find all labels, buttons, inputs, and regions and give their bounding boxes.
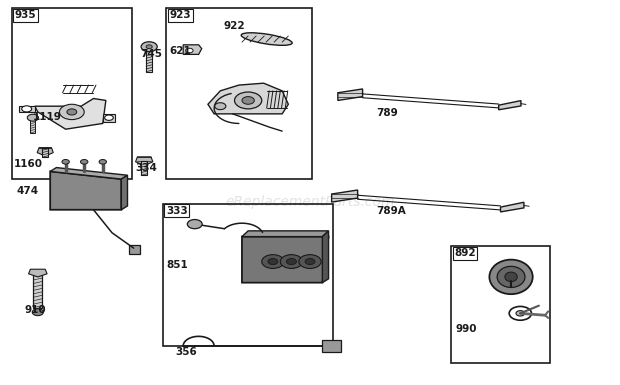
Polygon shape — [103, 114, 115, 122]
Text: 851: 851 — [167, 260, 188, 270]
Ellipse shape — [497, 266, 525, 288]
Polygon shape — [122, 175, 128, 210]
Text: eReplacementParts.com: eReplacementParts.com — [225, 195, 395, 209]
Circle shape — [299, 254, 321, 268]
Circle shape — [67, 109, 77, 115]
Text: 1160: 1160 — [14, 159, 43, 169]
Text: 474: 474 — [16, 186, 38, 196]
Text: 910: 910 — [24, 305, 46, 315]
Text: 789A: 789A — [376, 206, 406, 216]
Circle shape — [262, 254, 284, 268]
Circle shape — [32, 309, 43, 316]
Bar — [146, 50, 153, 72]
Bar — [30, 118, 35, 133]
Ellipse shape — [241, 33, 292, 45]
Bar — [12, 8, 133, 179]
Text: 745: 745 — [141, 49, 162, 59]
Circle shape — [234, 92, 262, 109]
Polygon shape — [19, 106, 35, 112]
Polygon shape — [35, 99, 106, 129]
Polygon shape — [242, 237, 329, 283]
Text: 935: 935 — [15, 10, 37, 20]
Text: 789: 789 — [376, 108, 398, 118]
Ellipse shape — [489, 259, 533, 294]
Circle shape — [242, 97, 254, 104]
Polygon shape — [332, 190, 358, 202]
Bar — [451, 246, 550, 363]
Polygon shape — [183, 45, 202, 54]
Text: 621: 621 — [169, 45, 191, 55]
Polygon shape — [500, 202, 524, 212]
Polygon shape — [29, 269, 47, 277]
Text: 990: 990 — [455, 324, 477, 334]
Text: 356: 356 — [175, 347, 197, 357]
Text: 922: 922 — [223, 21, 245, 31]
Circle shape — [105, 115, 113, 121]
Circle shape — [81, 159, 88, 164]
Polygon shape — [242, 231, 329, 237]
Text: 892: 892 — [454, 248, 476, 258]
Bar — [33, 275, 42, 308]
Polygon shape — [498, 100, 521, 110]
Circle shape — [146, 45, 153, 49]
Circle shape — [185, 48, 193, 53]
Polygon shape — [208, 83, 288, 114]
Polygon shape — [50, 167, 128, 179]
Text: 334: 334 — [136, 162, 157, 172]
Polygon shape — [136, 157, 153, 166]
Bar — [129, 246, 140, 254]
Circle shape — [286, 258, 296, 264]
Text: 1119: 1119 — [33, 112, 62, 122]
Circle shape — [215, 103, 226, 110]
Circle shape — [62, 159, 69, 164]
Circle shape — [516, 311, 525, 316]
Polygon shape — [338, 89, 363, 100]
Bar — [42, 147, 48, 157]
Bar — [167, 8, 312, 179]
Circle shape — [187, 219, 202, 229]
Text: 923: 923 — [170, 10, 191, 20]
Bar — [322, 340, 341, 352]
Polygon shape — [50, 171, 122, 210]
Polygon shape — [37, 147, 53, 156]
Circle shape — [99, 159, 107, 164]
Circle shape — [22, 106, 32, 112]
Circle shape — [27, 114, 38, 121]
Polygon shape — [322, 231, 329, 283]
Bar — [141, 161, 148, 175]
Circle shape — [268, 258, 278, 264]
Circle shape — [141, 42, 157, 52]
Ellipse shape — [505, 272, 517, 282]
Circle shape — [305, 258, 315, 264]
Circle shape — [60, 104, 84, 120]
Circle shape — [280, 254, 303, 268]
Text: 333: 333 — [166, 206, 188, 216]
Bar — [163, 204, 333, 346]
